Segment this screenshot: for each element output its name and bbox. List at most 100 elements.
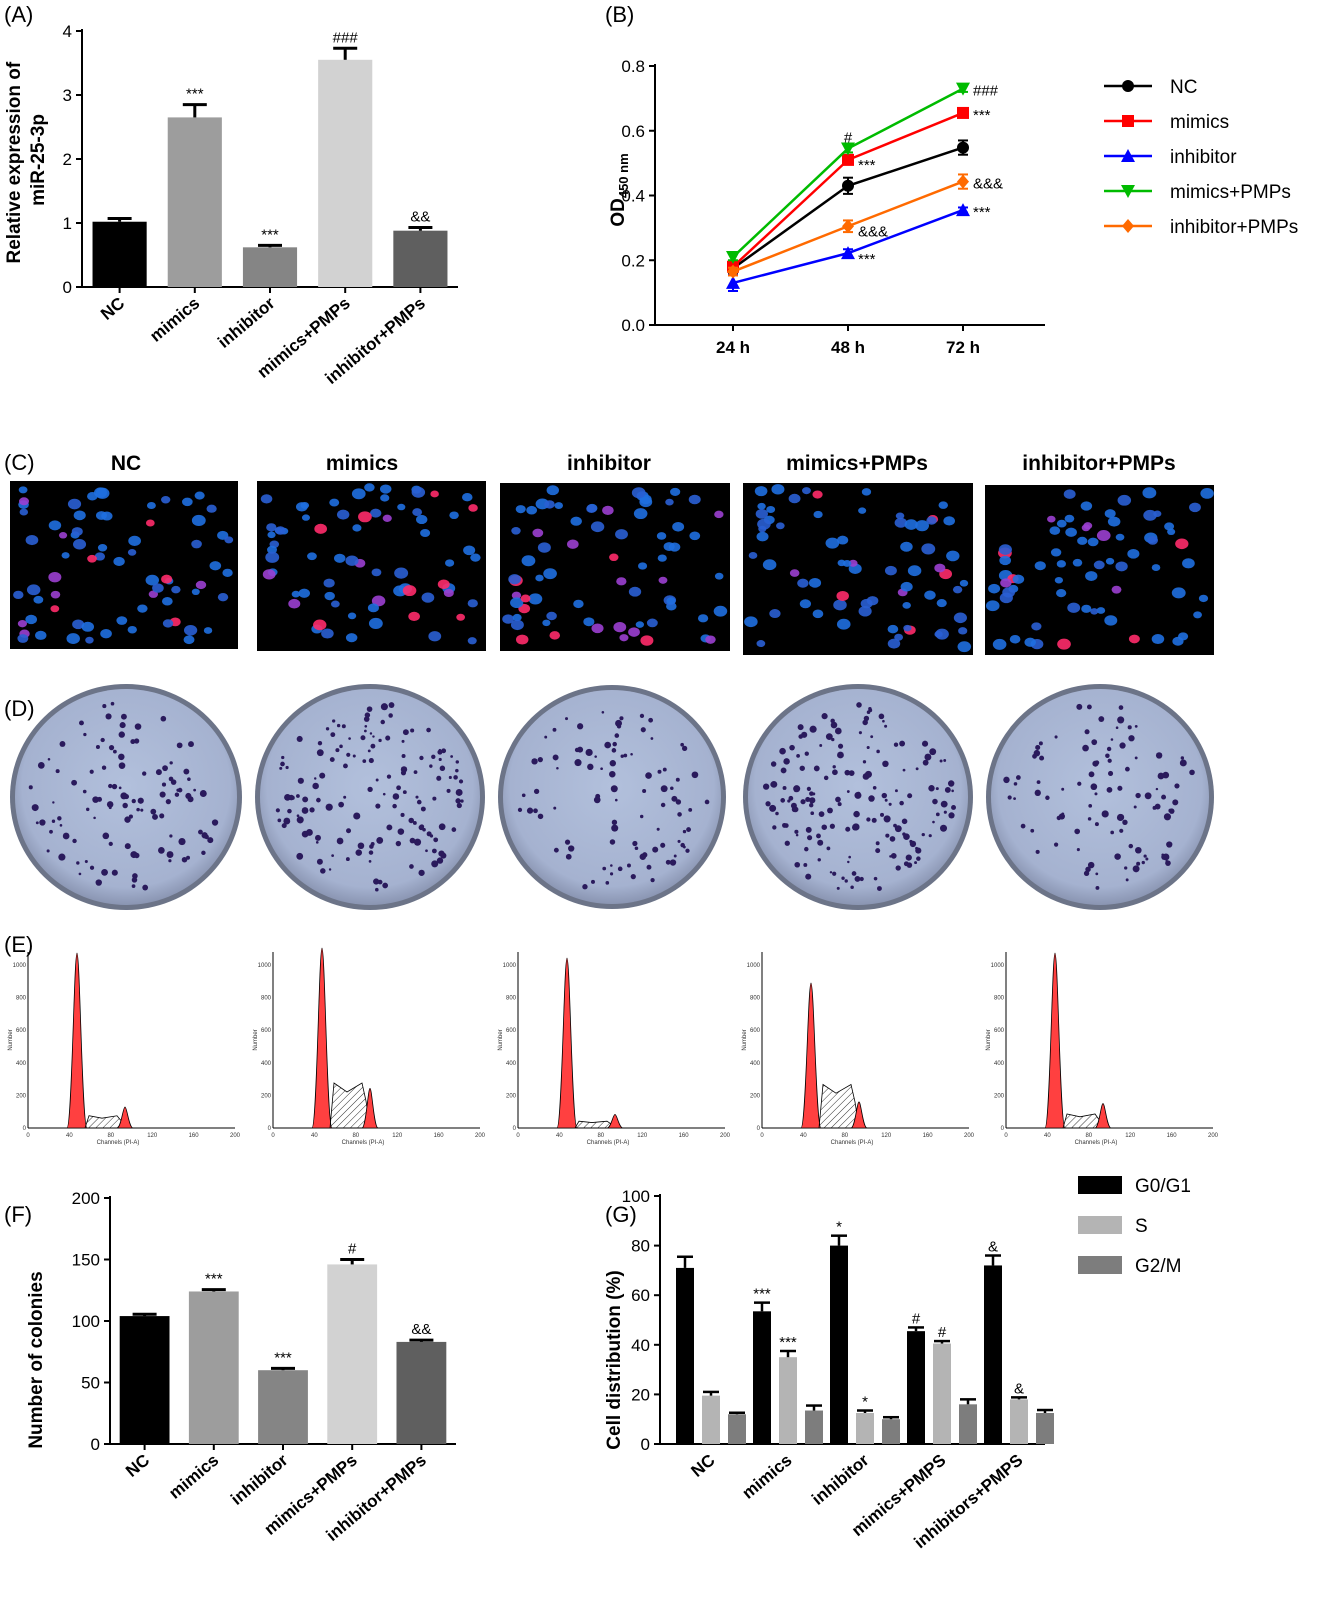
colony bbox=[779, 747, 786, 755]
colony bbox=[460, 799, 464, 803]
cell-nucleus bbox=[628, 627, 640, 637]
colony bbox=[614, 733, 620, 738]
colony bbox=[800, 799, 806, 805]
colony bbox=[1110, 830, 1115, 835]
colony bbox=[375, 803, 381, 809]
x-tick-label: mimics bbox=[165, 1451, 222, 1503]
cell-nucleus bbox=[705, 635, 716, 644]
bar-0 bbox=[753, 1311, 771, 1444]
colony bbox=[590, 879, 595, 884]
y-tick-label: 100 bbox=[622, 1187, 650, 1206]
cell-nucleus bbox=[358, 511, 372, 523]
bar-1 bbox=[779, 1357, 797, 1444]
cell-nucleus bbox=[528, 593, 543, 605]
colony bbox=[436, 775, 442, 781]
cell-nucleus bbox=[1031, 622, 1042, 631]
histogram-y-tick: 800 bbox=[994, 996, 1005, 1002]
bar-0 bbox=[92, 221, 147, 287]
cell-nucleus bbox=[744, 616, 758, 628]
colony bbox=[448, 775, 452, 780]
chart-a-ylabel-line2: miR-25-3p bbox=[28, 114, 49, 206]
colony bbox=[630, 874, 636, 880]
cell-nucleus bbox=[802, 487, 811, 495]
colony bbox=[868, 795, 875, 802]
cell-nucleus bbox=[1049, 526, 1061, 535]
colony bbox=[809, 797, 816, 804]
colony bbox=[876, 749, 880, 754]
legend-label: NC bbox=[1170, 77, 1197, 98]
cell-nucleus bbox=[467, 637, 477, 645]
y-tick-label: 80 bbox=[631, 1237, 650, 1256]
colony bbox=[691, 771, 699, 779]
histogram-y-tick: 400 bbox=[506, 1061, 517, 1067]
colony bbox=[369, 732, 373, 735]
colony bbox=[832, 871, 837, 876]
colony bbox=[626, 863, 631, 868]
colony bbox=[401, 753, 406, 758]
colony bbox=[47, 757, 51, 761]
colony bbox=[795, 833, 799, 837]
cell-nucleus bbox=[420, 528, 431, 538]
colony bbox=[832, 769, 838, 776]
colony-plate-3 bbox=[743, 684, 973, 910]
histogram-y-tick: 0 bbox=[23, 1126, 27, 1132]
colony bbox=[187, 796, 194, 803]
histogram-y-tick: 200 bbox=[506, 1093, 517, 1099]
marker-square bbox=[842, 153, 854, 166]
colony bbox=[1117, 716, 1125, 724]
colony bbox=[111, 869, 118, 876]
colony bbox=[943, 759, 947, 762]
panel-label-b: (B) bbox=[605, 2, 634, 27]
cell-nucleus bbox=[1117, 494, 1132, 506]
colony bbox=[426, 727, 431, 733]
legend-swatch bbox=[1078, 1256, 1122, 1274]
colony bbox=[1045, 795, 1050, 801]
colony bbox=[375, 887, 379, 892]
colony bbox=[602, 866, 607, 871]
cell-nucleus bbox=[195, 580, 207, 590]
colony bbox=[1107, 770, 1114, 777]
bar-1 bbox=[702, 1395, 720, 1444]
colony bbox=[101, 765, 107, 770]
colony bbox=[1115, 726, 1119, 729]
cell-nucleus bbox=[412, 508, 423, 517]
colony bbox=[940, 800, 948, 808]
annotation: &&& bbox=[858, 223, 888, 240]
bar-2 bbox=[805, 1410, 823, 1444]
colony bbox=[450, 755, 454, 758]
colony bbox=[343, 795, 347, 799]
cell-nucleus bbox=[549, 631, 561, 640]
micrograph-background bbox=[985, 485, 1214, 655]
histogram-y-label: Number bbox=[253, 1029, 259, 1050]
colony bbox=[301, 830, 309, 838]
cell-nucleus bbox=[81, 621, 95, 632]
colony bbox=[769, 804, 777, 812]
chart-b-od-line: OD450 nm 0.00.20.40.60.824 h 48 h 72 h#***… bbox=[608, 57, 1045, 357]
colony bbox=[409, 864, 414, 869]
colony bbox=[315, 841, 319, 844]
bar-0 bbox=[907, 1331, 925, 1444]
colony bbox=[437, 749, 443, 755]
colony bbox=[1125, 766, 1130, 772]
colony bbox=[680, 742, 684, 747]
histogram-y-tick: 0 bbox=[513, 1126, 517, 1132]
colony bbox=[131, 798, 136, 804]
colony bbox=[556, 766, 559, 770]
colony bbox=[83, 732, 87, 737]
cell-nucleus bbox=[73, 510, 86, 521]
cell-nucleus bbox=[206, 504, 217, 513]
colony bbox=[830, 721, 838, 729]
colony bbox=[826, 846, 831, 851]
cell-nucleus bbox=[788, 493, 801, 504]
colony bbox=[108, 841, 113, 847]
cell-nucleus bbox=[48, 571, 62, 583]
colony bbox=[165, 798, 172, 805]
cell-nucleus bbox=[352, 524, 362, 532]
colony bbox=[418, 869, 425, 876]
colony bbox=[1077, 781, 1082, 786]
colony bbox=[807, 835, 813, 841]
cell-nucleus bbox=[1104, 509, 1116, 518]
fluorescence-title: mimics bbox=[326, 452, 398, 475]
colony bbox=[55, 769, 60, 774]
cell-nucleus bbox=[260, 494, 273, 504]
